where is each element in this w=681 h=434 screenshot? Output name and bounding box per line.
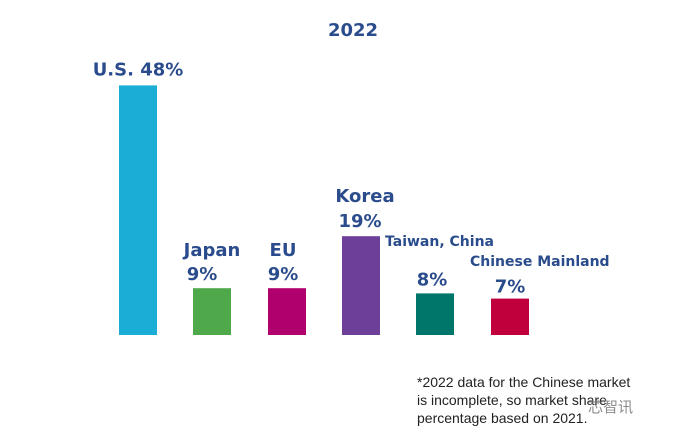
bar-u-s: [119, 85, 157, 336]
label-us: U.S. 48%: [93, 59, 184, 80]
label-mainland-name: Chinese Mainland: [470, 254, 610, 270]
label-taiwan-name: Taiwan, China: [385, 234, 494, 250]
chart-title: 2022: [328, 20, 378, 41]
bar-korea: [342, 236, 380, 335]
label-korea-name: Korea: [335, 186, 394, 207]
label-japan-name: Japan: [182, 240, 241, 261]
bars-group: [119, 85, 529, 336]
label-eu-name: EU: [270, 240, 297, 261]
label-eu-value: 9%: [268, 264, 299, 285]
bar-japan: [193, 288, 231, 335]
footnote: *2022 data for the Chinese market is inc…: [417, 373, 677, 427]
label-taiwan-value: 8%: [417, 269, 448, 290]
footnote-line-1: *2022 data for the Chinese market: [417, 374, 631, 390]
footnote-line-2: is incomplete, so market share: [417, 392, 607, 408]
bar-eu: [268, 288, 306, 335]
label-mainland-value: 7%: [495, 277, 526, 298]
label-japan-value: 9%: [187, 264, 218, 285]
bar-chinese-mainland: [491, 298, 529, 335]
watermark: 芯智讯: [588, 398, 634, 416]
labels-group: U.S. 48% Japan 9% EU 9% Korea 19%Taiwan, China…: [93, 59, 610, 297]
label-korea-value: 19%: [338, 211, 381, 232]
bar-taiwan-china: [416, 293, 454, 335]
footnote-line-3: percentage based on 2021.: [417, 410, 588, 426]
